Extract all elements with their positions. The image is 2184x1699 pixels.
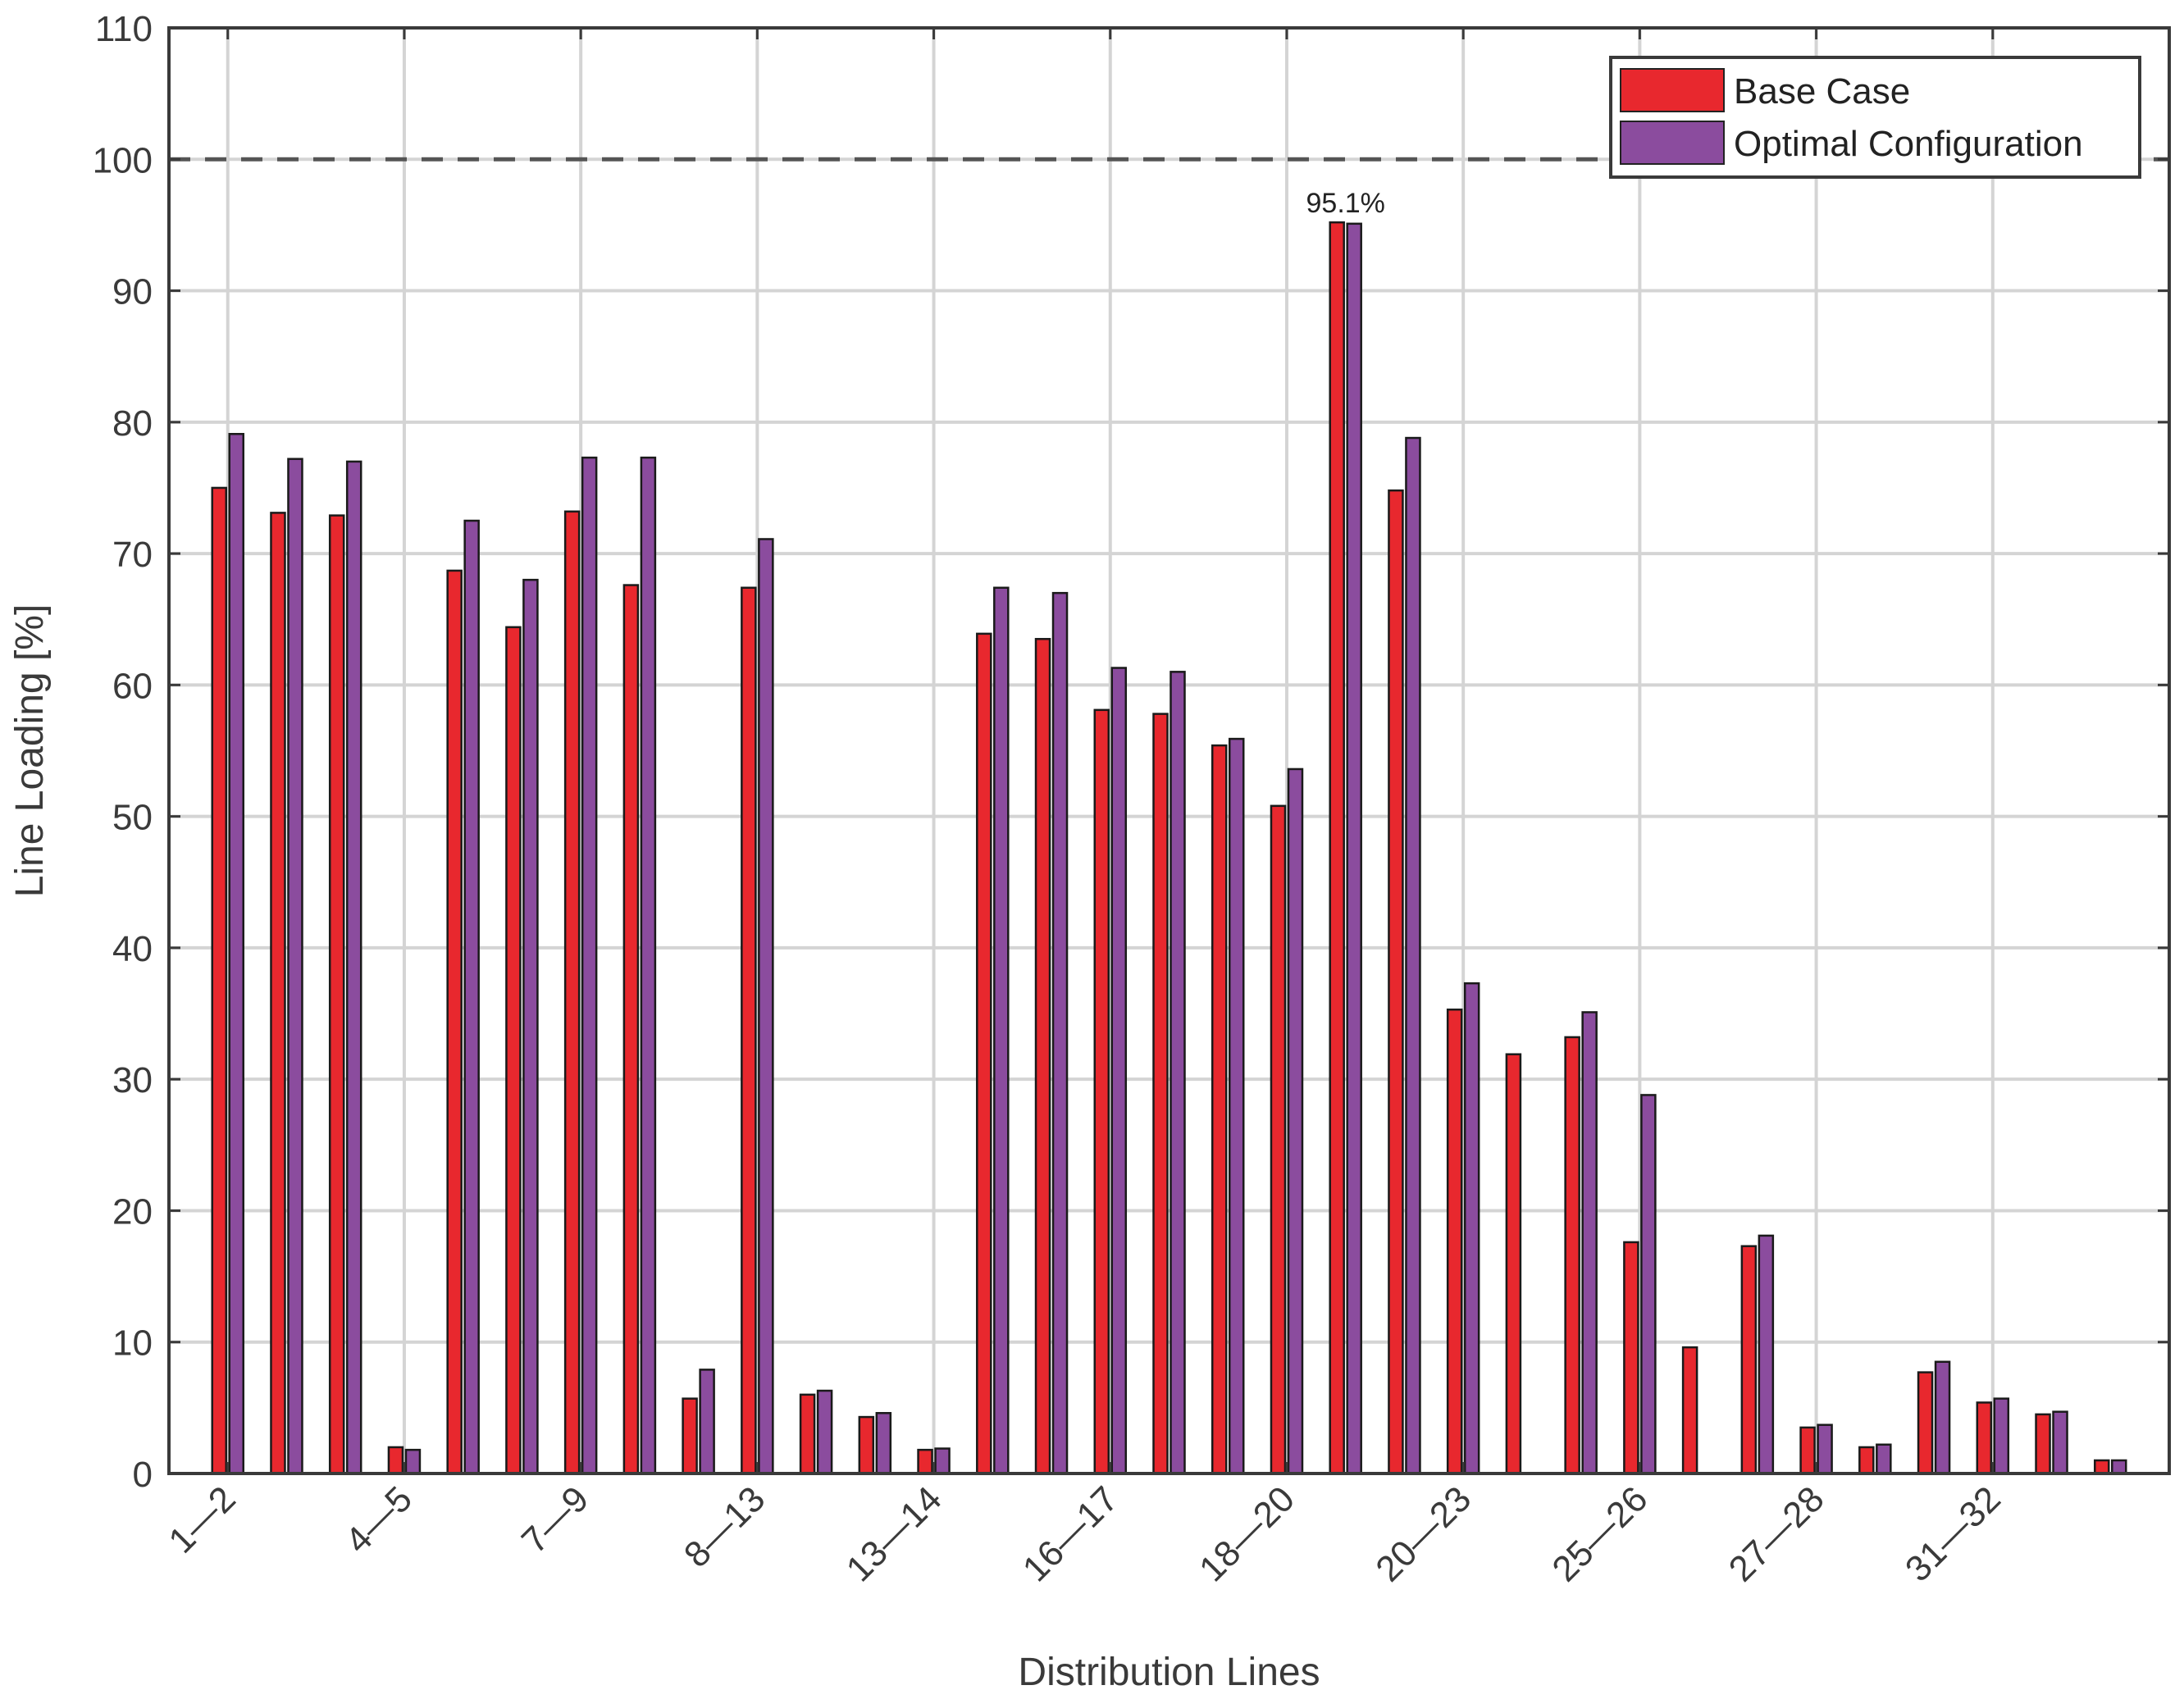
bar-base-case <box>1799 1426 1816 1475</box>
bar-base-case <box>2094 1459 2110 1475</box>
bar-base-case <box>1329 221 1345 1475</box>
bar-optimal-configuration <box>1934 1360 1951 1475</box>
bar-optimal-configuration <box>758 538 774 1475</box>
bar-optimal-configuration <box>1581 1011 1598 1475</box>
x-axis-label: Distribution Lines <box>1018 1651 1320 1694</box>
bar-optimal-configuration <box>2052 1410 2068 1475</box>
bar-optimal-configuration <box>1993 1397 2010 1475</box>
bar-optimal-configuration <box>1051 591 1069 1475</box>
bars-group <box>211 221 2127 1475</box>
bar-optimal-configuration <box>2111 1459 2127 1475</box>
bar-optimal-configuration <box>816 1389 833 1475</box>
bar-base-case <box>1917 1371 1934 1475</box>
y-tick-label: 0 <box>133 1455 153 1495</box>
bar-base-case <box>976 632 992 1475</box>
y-tick-label: 50 <box>112 798 153 838</box>
bar-base-case <box>858 1415 875 1475</box>
legend-label-base-case: Base Case <box>1734 71 1910 112</box>
bar-optimal-configuration <box>1640 1094 1657 1475</box>
bar-optimal-configuration <box>875 1412 892 1475</box>
bar-base-case <box>741 586 757 1475</box>
bar-base-case <box>1623 1241 1639 1475</box>
plot-frame <box>167 26 2171 1475</box>
legend-label-optimal-configuration: Optimal Configuration <box>1734 124 2083 164</box>
bar-base-case <box>1505 1053 1522 1475</box>
bar-optimal-configuration <box>287 458 303 1475</box>
bar-optimal-configuration <box>228 432 244 1475</box>
bar-base-case <box>1858 1446 1875 1475</box>
bar-optimal-configuration <box>1287 768 1304 1475</box>
y-tick-label: 60 <box>112 666 153 706</box>
bar-optimal-configuration <box>1817 1423 1833 1475</box>
bar-base-case <box>2035 1413 2051 1475</box>
bar-base-case <box>1740 1245 1758 1475</box>
bar-optimal-configuration <box>1758 1234 1775 1475</box>
legend: Base Case Optimal Configuration <box>1609 56 2141 179</box>
bar-base-case <box>1211 744 1228 1475</box>
bar-base-case <box>682 1397 698 1475</box>
bar-optimal-configuration <box>404 1448 422 1475</box>
bar-base-case <box>917 1448 933 1475</box>
bar-optimal-configuration <box>640 456 657 1475</box>
bar-base-case <box>1681 1346 1698 1475</box>
bar-base-case <box>1446 1008 1463 1475</box>
y-tick-label: 10 <box>112 1323 153 1364</box>
bar-base-case <box>387 1446 404 1475</box>
bar-base-case <box>563 510 581 1475</box>
legend-swatch-base-case <box>1620 68 1725 112</box>
y-tick-label: 40 <box>112 929 153 969</box>
y-axis-label: Line Loading [%] <box>8 604 52 898</box>
bar-optimal-configuration <box>1346 222 1362 1475</box>
y-tick-label: 70 <box>112 535 153 575</box>
bar-base-case <box>1034 638 1051 1475</box>
bar-base-case <box>1388 489 1404 1475</box>
bar-base-case <box>1564 1036 1580 1475</box>
y-tick-label: 90 <box>112 272 153 312</box>
bar-base-case <box>505 626 522 1475</box>
bar-optimal-configuration <box>1110 667 1128 1475</box>
bar-optimal-configuration <box>934 1447 951 1475</box>
y-axis-ticks: 0 10 20 30 40 50 60 70 80 90 100 110 <box>93 9 2169 1495</box>
y-tick-label: 20 <box>112 1191 153 1232</box>
bar-base-case <box>1976 1401 1993 1475</box>
legend-swatch-optimal-configuration <box>1620 121 1725 165</box>
bar-base-case <box>799 1393 816 1475</box>
bar-optimal-configuration <box>1463 982 1480 1475</box>
bar-optimal-configuration <box>1876 1443 1892 1475</box>
bar-optimal-configuration <box>1228 737 1245 1475</box>
bar-base-case <box>622 584 640 1475</box>
y-tick-label: 80 <box>112 403 153 444</box>
bar-base-case <box>1093 708 1110 1475</box>
y-tick-label: 110 <box>95 9 153 49</box>
peak-value-label: 95.1% <box>1306 188 1385 219</box>
bar-optimal-configuration <box>522 578 539 1475</box>
bar-base-case <box>1270 804 1287 1475</box>
y-tick-label: 100 <box>93 140 153 180</box>
bar-optimal-configuration <box>463 519 480 1475</box>
bar-base-case <box>328 514 345 1475</box>
bar-optimal-configuration <box>699 1369 715 1475</box>
y-tick-label: 30 <box>112 1060 153 1100</box>
bar-base-case <box>446 569 463 1475</box>
bar-optimal-configuration <box>1170 671 1186 1475</box>
bar-base-case <box>211 486 227 1475</box>
bar-optimal-configuration <box>993 586 1010 1475</box>
bar-optimal-configuration <box>345 460 362 1475</box>
bar-base-case <box>1152 713 1169 1475</box>
bar-base-case <box>270 512 286 1475</box>
bar-optimal-configuration <box>581 456 598 1475</box>
bar-optimal-configuration <box>1405 436 1421 1475</box>
